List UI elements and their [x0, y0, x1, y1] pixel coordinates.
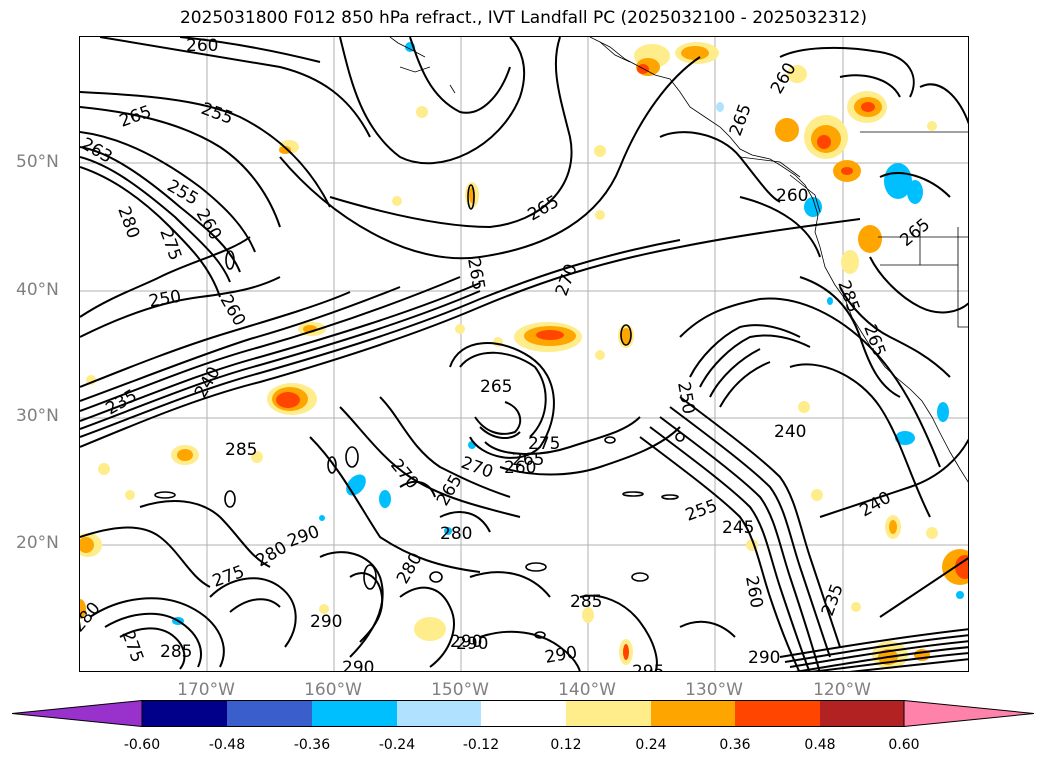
contour-label: 290	[748, 648, 780, 668]
contour-label: 270	[552, 261, 582, 298]
contour-label: 295	[632, 662, 664, 672]
map-panel[interactable]: 260 255 265 263 255 280 260 275 250 260 …	[79, 36, 969, 672]
contour-label: 265	[463, 256, 488, 291]
colorbar-tick: 0.12	[550, 737, 582, 753]
contour-label: 280	[113, 204, 143, 241]
contour-label: 280	[393, 549, 427, 587]
lon-label-140w: 140°W	[558, 680, 616, 700]
contour-label: 265	[512, 450, 544, 470]
colorbar-segment	[735, 700, 820, 727]
colorbar-tick: -0.12	[462, 737, 500, 753]
contour-label: 275	[528, 434, 560, 454]
colorbar-tick: 0.48	[804, 737, 836, 753]
contour-label: 260	[216, 292, 250, 330]
colorbar-tick: 0.36	[719, 737, 751, 753]
contour-label: 275	[155, 226, 185, 263]
colorbar-segment	[227, 700, 312, 727]
contour-label: 265	[525, 192, 563, 226]
colorbar-segment	[566, 700, 651, 727]
contour-label: 255	[164, 176, 202, 210]
contour-label: 285	[570, 592, 602, 612]
contour-label: 290	[456, 634, 488, 654]
contour-label: 265	[896, 215, 934, 251]
colorbar-tick: -0.36	[293, 737, 331, 753]
shading-negative	[172, 42, 964, 625]
map-title: 2025031800 F012 850 hPa refract., IVT La…	[179, 8, 867, 28]
contour-label: 285	[225, 440, 257, 460]
colorbar-tick: 0.24	[635, 737, 667, 753]
lat-label-50n: 50°N	[16, 152, 59, 172]
contour-label: 265	[480, 377, 512, 397]
shading-fills	[80, 42, 968, 669]
contour-label: 245	[722, 518, 754, 538]
colorbar-extend-high	[903, 699, 1035, 728]
colorbar-segment	[312, 700, 397, 727]
small-contours	[154, 184, 685, 639]
contour-label: 285	[160, 642, 192, 662]
coastlines	[389, 37, 968, 483]
colorbar	[11, 699, 1035, 728]
contour-label: 285	[833, 278, 863, 315]
colorbar-extend-low	[11, 699, 143, 728]
contour-label: 280	[253, 538, 291, 572]
lon-label-150w: 150°W	[431, 680, 489, 700]
colorbar-segment	[142, 700, 227, 727]
colorbar-segment	[481, 700, 566, 727]
contour-label: 250	[673, 380, 698, 415]
colorbar-tick: -0.24	[378, 737, 416, 753]
lat-label-40n: 40°N	[16, 280, 59, 300]
lat-label-20n: 20°N	[16, 533, 59, 553]
colorbar-segment	[820, 700, 904, 727]
colorbar-svg	[11, 699, 1035, 728]
contour-label: 240	[857, 488, 895, 522]
contour-label: 290	[285, 522, 322, 552]
contour-label: 260	[741, 574, 766, 609]
contour-label: 280	[80, 598, 105, 636]
colorbar-segment	[397, 700, 481, 727]
map-svg: 260 255 265 263 255 280 260 275 250 260 …	[80, 37, 968, 672]
contour-label: 265	[859, 322, 889, 359]
lon-label-170w: 170°W	[177, 680, 235, 700]
colorbar-tick: -0.48	[208, 737, 246, 753]
lon-label-120w: 120°W	[813, 680, 871, 700]
lon-label-160w: 160°W	[304, 680, 362, 700]
refractivity-contours	[80, 37, 968, 671]
contour-label: 260	[186, 37, 218, 56]
contour-label: 270	[386, 455, 422, 493]
contour-label: 290	[450, 632, 482, 652]
contour-label: 260	[776, 186, 808, 206]
lat-label-30n: 30°N	[16, 406, 59, 426]
contour-label: 265	[726, 101, 756, 138]
contour-label: 260	[504, 458, 536, 478]
contour-label: 290	[543, 643, 578, 668]
contour-label: 250	[147, 287, 182, 312]
contour-label: 240	[774, 422, 806, 442]
colorbar-tick: -0.60	[123, 737, 161, 753]
contour-label: 275	[117, 628, 147, 665]
contour-label: 265	[117, 102, 154, 132]
colorbar-segment	[651, 700, 735, 727]
colorbar-tick: 0.60	[888, 737, 920, 753]
contour-label: 280	[440, 524, 472, 544]
contour-label: 255	[198, 99, 235, 129]
contour-label: 290	[310, 612, 342, 632]
lon-label-130w: 130°W	[685, 680, 743, 700]
contour-label: 275	[210, 562, 247, 592]
contour-label: 290	[342, 658, 374, 672]
